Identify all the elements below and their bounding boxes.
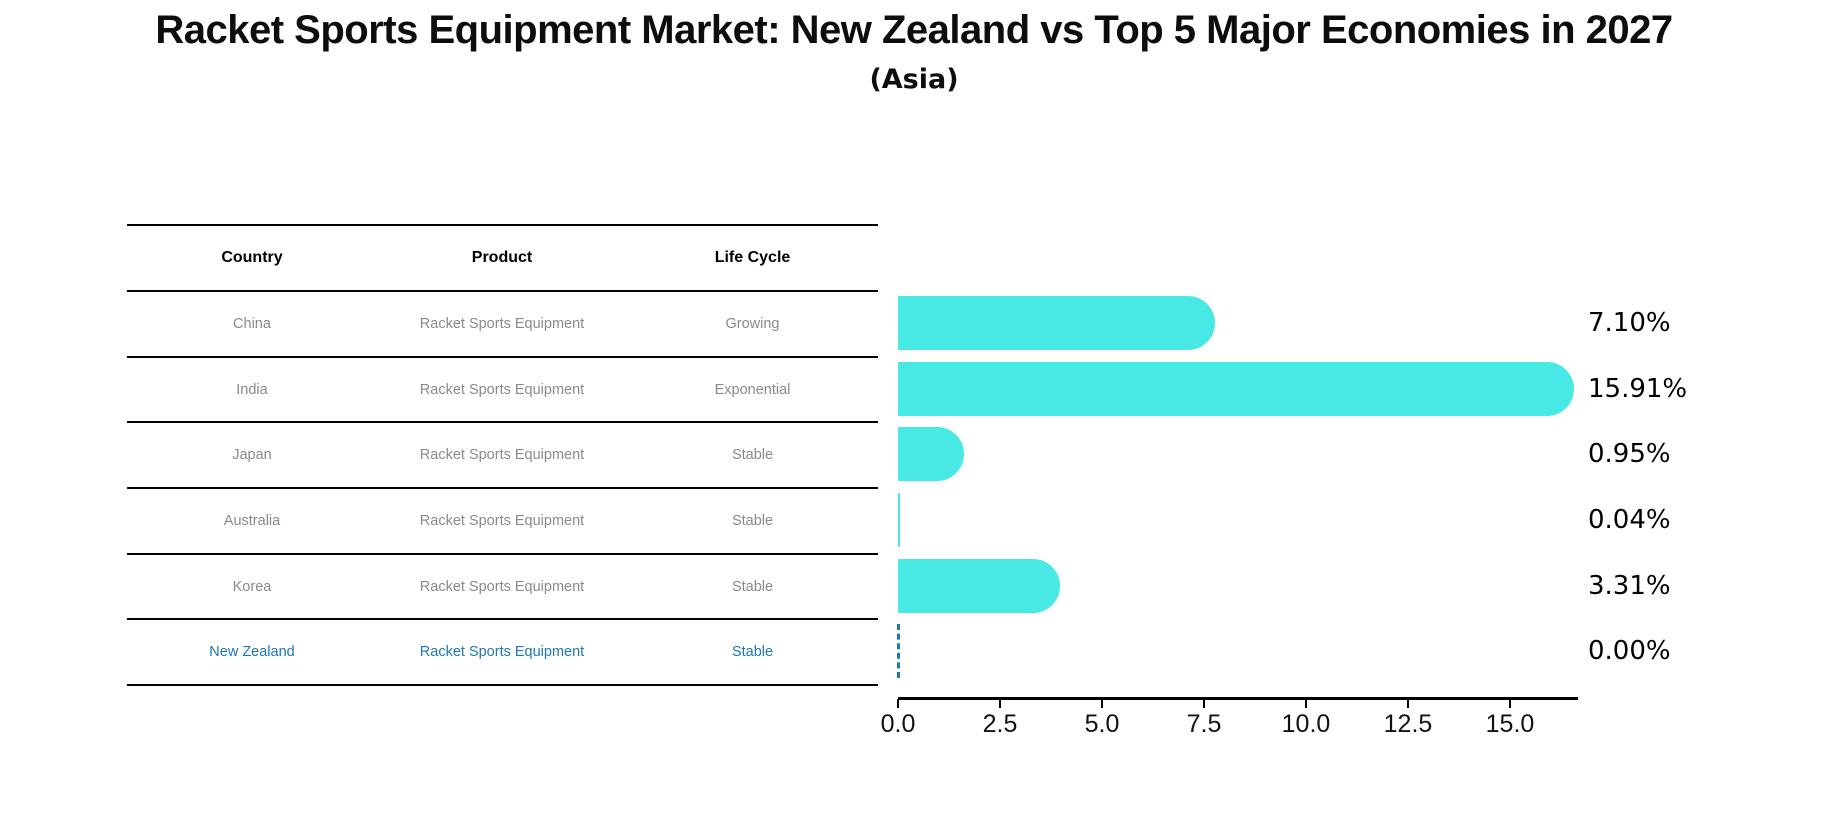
cell-life-cycle-japan: Stable (731, 447, 774, 464)
x-axis-tick-5.0 (1101, 699, 1103, 708)
cell-life-cycle-korea: Stable (731, 578, 774, 595)
value-label-japan: 0.95% (1588, 439, 1671, 470)
table-header-product: Product (471, 249, 533, 266)
value-label-new-zealand: 0.00% (1588, 636, 1671, 667)
x-axis-tick-label-7.5: 7.5 (1186, 710, 1222, 738)
table-header-country: Country (221, 249, 283, 266)
x-axis-tick-label-15.0: 15.0 (1485, 710, 1535, 738)
cell-life-cycle-new-zealand: Stable (731, 644, 774, 661)
bar-china (898, 295, 1215, 350)
cell-country-india: India (236, 381, 268, 398)
x-axis-tick-7.5 (1203, 699, 1205, 708)
table-row-australia: Australia Racket Sports Equipment Stable (127, 489, 878, 555)
x-axis-tick-label-0.0: 0.0 (880, 710, 916, 738)
table-row-india: India Racket Sports Equipment Exponential (127, 358, 878, 424)
value-label-india: 15.91% (1588, 373, 1688, 404)
value-label-china: 7.10% (1588, 307, 1671, 338)
x-axis-tick-12.5 (1407, 699, 1409, 708)
chart-title: Racket Sports Equipment Market: New Zeal… (155, 8, 1673, 52)
chart-subtitle: (Asia) (869, 64, 959, 95)
x-axis-tick-label-12.5: 12.5 (1383, 710, 1433, 738)
cell-product-korea: Racket Sports Equipment (419, 578, 585, 595)
cell-product-india: Racket Sports Equipment (419, 381, 585, 398)
value-label-australia: 0.04% (1588, 504, 1671, 535)
cell-country-new-zealand: New Zealand (209, 644, 295, 661)
cell-product-australia: Racket Sports Equipment (419, 512, 585, 529)
table-row-china: China Racket Sports Equipment Growing (127, 292, 878, 358)
cell-life-cycle-india: Exponential (714, 381, 791, 398)
cell-product-japan: Racket Sports Equipment (419, 447, 585, 464)
bar-korea (898, 558, 1061, 613)
bar-india (898, 361, 1575, 416)
table-row-korea: Korea Racket Sports Equipment Stable (127, 555, 878, 621)
table-row-new-zealand: New Zealand Racket Sports Equipment Stable (127, 620, 878, 687)
cell-life-cycle-australia: Stable (731, 512, 774, 529)
x-axis-tick-15.0 (1509, 699, 1511, 708)
x-axis-tick-2.5 (999, 699, 1001, 708)
cell-country-china: China (233, 315, 271, 332)
cell-product-china: Racket Sports Equipment (419, 315, 585, 332)
cell-country-japan: Japan (232, 447, 272, 464)
bar-australia (898, 492, 900, 547)
table-header-life-cycle: Life Cycle (714, 249, 791, 266)
value-label-korea: 3.31% (1588, 570, 1671, 601)
cell-life-cycle-china: Growing (725, 315, 780, 332)
table-row-japan: Japan Racket Sports Equipment Stable (127, 423, 878, 490)
country-table: Country Product Life Cycle China Racket S… (127, 224, 878, 687)
x-axis-tick-label-5.0: 5.0 (1084, 710, 1120, 738)
x-axis-tick-label-10.0: 10.0 (1281, 710, 1331, 738)
x-axis-line (898, 697, 1578, 700)
cell-country-korea: Korea (232, 578, 272, 595)
table-header-row: Country Product Life Cycle (127, 226, 878, 292)
x-axis-tick-0.0 (897, 699, 899, 708)
x-axis-tick-10.0 (1305, 699, 1307, 708)
zero-marker-new-zealand (897, 624, 900, 679)
cell-product-new-zealand: Racket Sports Equipment (419, 644, 585, 661)
cell-country-australia: Australia (223, 512, 281, 529)
x-axis-tick-label-2.5: 2.5 (982, 710, 1018, 738)
bar-japan (898, 427, 964, 482)
